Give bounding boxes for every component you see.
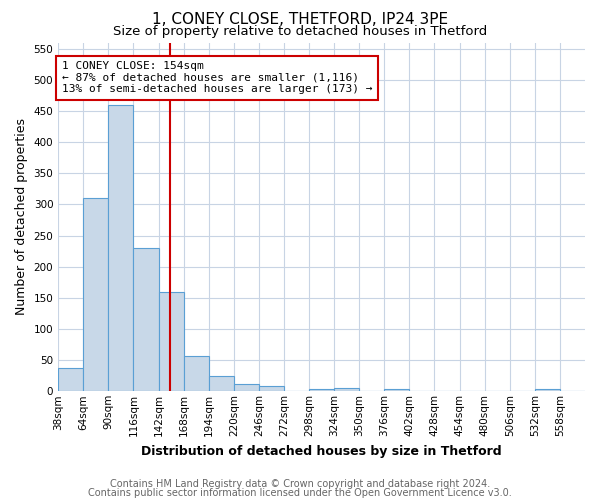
Y-axis label: Number of detached properties: Number of detached properties <box>15 118 28 316</box>
Bar <box>309 389 334 392</box>
Bar <box>209 376 234 392</box>
Text: Size of property relative to detached houses in Thetford: Size of property relative to detached ho… <box>113 25 487 38</box>
Bar <box>158 292 184 392</box>
Text: 1 CONEY CLOSE: 154sqm
← 87% of detached houses are smaller (1,116)
13% of semi-d: 1 CONEY CLOSE: 154sqm ← 87% of detached … <box>62 61 373 94</box>
Text: Contains HM Land Registry data © Crown copyright and database right 2024.: Contains HM Land Registry data © Crown c… <box>110 479 490 489</box>
Bar <box>109 105 133 392</box>
Bar <box>385 390 409 392</box>
Bar <box>259 386 284 392</box>
Bar <box>83 198 109 392</box>
Bar <box>58 368 83 392</box>
Bar <box>234 384 259 392</box>
Text: Contains public sector information licensed under the Open Government Licence v3: Contains public sector information licen… <box>88 488 512 498</box>
Bar <box>334 388 359 392</box>
X-axis label: Distribution of detached houses by size in Thetford: Distribution of detached houses by size … <box>141 444 502 458</box>
Bar <box>133 248 158 392</box>
Bar <box>535 389 560 392</box>
Text: 1, CONEY CLOSE, THETFORD, IP24 3PE: 1, CONEY CLOSE, THETFORD, IP24 3PE <box>152 12 448 28</box>
Bar <box>184 356 209 392</box>
